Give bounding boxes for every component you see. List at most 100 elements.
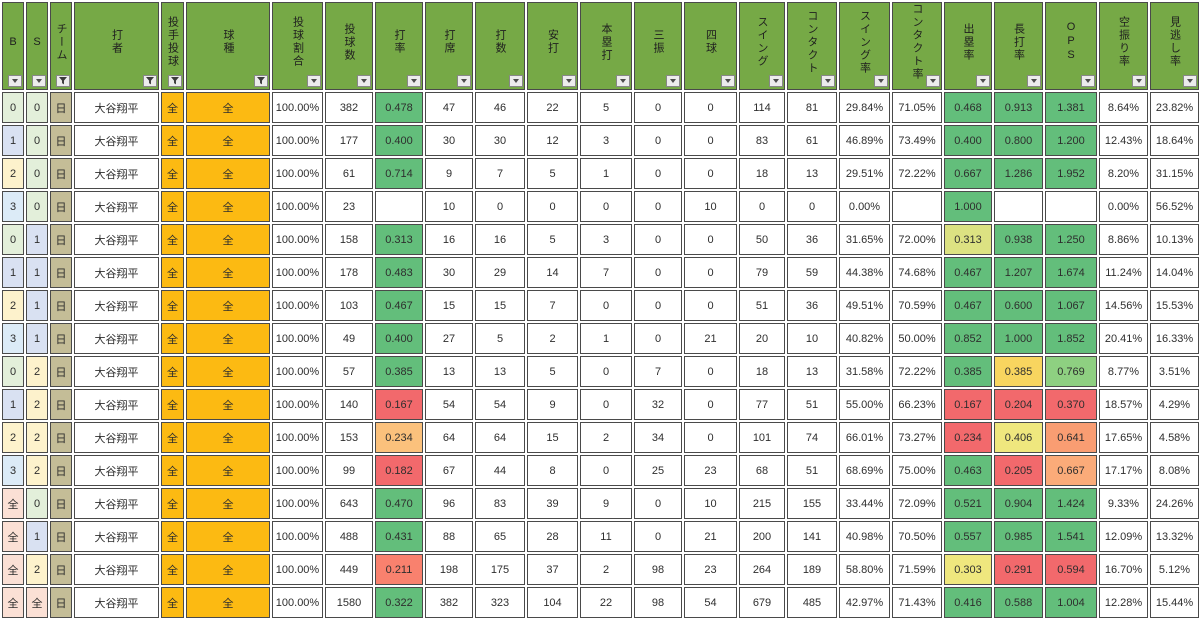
- cell-hr[interactable]: 1: [580, 323, 632, 354]
- cell-hr[interactable]: 3: [580, 125, 632, 156]
- cell-ball[interactable]: 2: [2, 422, 24, 453]
- cell-ball[interactable]: 0: [2, 356, 24, 387]
- cell-pitcher-throws[interactable]: 全: [161, 191, 184, 222]
- cell-bb[interactable]: 54: [684, 587, 737, 618]
- cell-obp[interactable]: 0.463: [944, 455, 992, 486]
- cell-batter[interactable]: 大谷翔平: [74, 323, 159, 354]
- cell-pitch-count[interactable]: 140: [325, 389, 373, 420]
- cell-pa[interactable]: 54: [425, 389, 473, 420]
- cell-team[interactable]: 日: [50, 323, 72, 354]
- cell-swing-rate[interactable]: 31.65%: [839, 224, 890, 255]
- cell-avg[interactable]: 0.467: [375, 290, 423, 321]
- cell-pitcher-throws[interactable]: 全: [161, 488, 184, 519]
- cell-pitcher-throws[interactable]: 全: [161, 92, 184, 123]
- cell-hits[interactable]: 5: [527, 356, 578, 387]
- cell-bb[interactable]: 21: [684, 521, 737, 552]
- cell-pa[interactable]: 382: [425, 587, 473, 618]
- cell-bb[interactable]: 10: [684, 191, 737, 222]
- cell-pitch-pct[interactable]: 100.00%: [272, 224, 323, 255]
- cell-team[interactable]: 日: [50, 455, 72, 486]
- cell-hits[interactable]: 22: [527, 92, 578, 123]
- cell-batter[interactable]: 大谷翔平: [74, 356, 159, 387]
- cell-ab[interactable]: 0: [475, 191, 525, 222]
- cell-pitch-type[interactable]: 全: [186, 323, 270, 354]
- cell-swing-rate[interactable]: 40.98%: [839, 521, 890, 552]
- cell-so[interactable]: 25: [634, 455, 682, 486]
- cell-swing[interactable]: 83: [739, 125, 785, 156]
- cell-ops[interactable]: 0.641: [1045, 422, 1097, 453]
- cell-pitch-count[interactable]: 382: [325, 92, 373, 123]
- cell-pitch-pct[interactable]: 100.00%: [272, 191, 323, 222]
- cell-ball[interactable]: 3: [2, 191, 24, 222]
- cell-hr[interactable]: 7: [580, 257, 632, 288]
- cell-looking-rate[interactable]: 56.52%: [1150, 191, 1199, 222]
- cell-contact-rate[interactable]: 72.09%: [892, 488, 942, 519]
- cell-pitch-type[interactable]: 全: [186, 92, 270, 123]
- cell-hits[interactable]: 7: [527, 290, 578, 321]
- cell-swing-rate[interactable]: 31.58%: [839, 356, 890, 387]
- cell-ab[interactable]: 30: [475, 125, 525, 156]
- cell-avg[interactable]: 0.431: [375, 521, 423, 552]
- cell-avg[interactable]: 0.385: [375, 356, 423, 387]
- cell-swing[interactable]: 101: [739, 422, 785, 453]
- cell-contact[interactable]: 81: [787, 92, 837, 123]
- cell-contact-rate[interactable]: 75.00%: [892, 455, 942, 486]
- cell-strike[interactable]: 0: [26, 191, 48, 222]
- cell-swing[interactable]: 215: [739, 488, 785, 519]
- cell-avg[interactable]: [375, 191, 423, 222]
- cell-contact[interactable]: 36: [787, 224, 837, 255]
- cell-swing[interactable]: 18: [739, 158, 785, 189]
- cell-hr[interactable]: 22: [580, 587, 632, 618]
- cell-pitcher-throws[interactable]: 全: [161, 587, 184, 618]
- cell-hits[interactable]: 37: [527, 554, 578, 585]
- cell-pa[interactable]: 47: [425, 92, 473, 123]
- cell-contact-rate[interactable]: 71.43%: [892, 587, 942, 618]
- cell-looking-rate[interactable]: 4.58%: [1150, 422, 1199, 453]
- cell-pitcher-throws[interactable]: 全: [161, 125, 184, 156]
- cell-contact[interactable]: 51: [787, 389, 837, 420]
- cell-ball[interactable]: 0: [2, 92, 24, 123]
- filter-button-bb[interactable]: [721, 75, 735, 87]
- cell-ball[interactable]: 1: [2, 257, 24, 288]
- cell-team[interactable]: 日: [50, 521, 72, 552]
- cell-pitch-pct[interactable]: 100.00%: [272, 587, 323, 618]
- cell-pitch-count[interactable]: 99: [325, 455, 373, 486]
- cell-strike[interactable]: 0: [26, 158, 48, 189]
- cell-team[interactable]: 日: [50, 125, 72, 156]
- cell-pa[interactable]: 16: [425, 224, 473, 255]
- cell-looking-rate[interactable]: 24.26%: [1150, 488, 1199, 519]
- cell-pitch-count[interactable]: 449: [325, 554, 373, 585]
- cell-strike[interactable]: 1: [26, 257, 48, 288]
- cell-swing-rate[interactable]: 29.84%: [839, 92, 890, 123]
- cell-pitch-pct[interactable]: 100.00%: [272, 389, 323, 420]
- cell-contact-rate[interactable]: [892, 191, 942, 222]
- cell-contact[interactable]: 59: [787, 257, 837, 288]
- cell-so[interactable]: 0: [634, 290, 682, 321]
- cell-looking-rate[interactable]: 15.53%: [1150, 290, 1199, 321]
- cell-strike[interactable]: 全: [26, 587, 48, 618]
- cell-slg[interactable]: 0.406: [994, 422, 1043, 453]
- cell-swing[interactable]: 50: [739, 224, 785, 255]
- cell-team[interactable]: 日: [50, 554, 72, 585]
- cell-whiff-rate[interactable]: 18.57%: [1099, 389, 1148, 420]
- cell-swing[interactable]: 68: [739, 455, 785, 486]
- cell-batter[interactable]: 大谷翔平: [74, 587, 159, 618]
- cell-looking-rate[interactable]: 15.44%: [1150, 587, 1199, 618]
- cell-batter[interactable]: 大谷翔平: [74, 125, 159, 156]
- cell-ab[interactable]: 29: [475, 257, 525, 288]
- cell-slg[interactable]: 1.207: [994, 257, 1043, 288]
- cell-swing-rate[interactable]: 55.00%: [839, 389, 890, 420]
- cell-slg[interactable]: [994, 191, 1043, 222]
- cell-pitch-pct[interactable]: 100.00%: [272, 356, 323, 387]
- cell-batter[interactable]: 大谷翔平: [74, 389, 159, 420]
- cell-whiff-rate[interactable]: 8.64%: [1099, 92, 1148, 123]
- cell-pitcher-throws[interactable]: 全: [161, 521, 184, 552]
- cell-avg[interactable]: 0.211: [375, 554, 423, 585]
- cell-pitch-type[interactable]: 全: [186, 422, 270, 453]
- cell-ab[interactable]: 44: [475, 455, 525, 486]
- cell-ball[interactable]: 1: [2, 389, 24, 420]
- cell-pitch-pct[interactable]: 100.00%: [272, 554, 323, 585]
- cell-obp[interactable]: 0.167: [944, 389, 992, 420]
- cell-looking-rate[interactable]: 18.64%: [1150, 125, 1199, 156]
- cell-slg[interactable]: 0.904: [994, 488, 1043, 519]
